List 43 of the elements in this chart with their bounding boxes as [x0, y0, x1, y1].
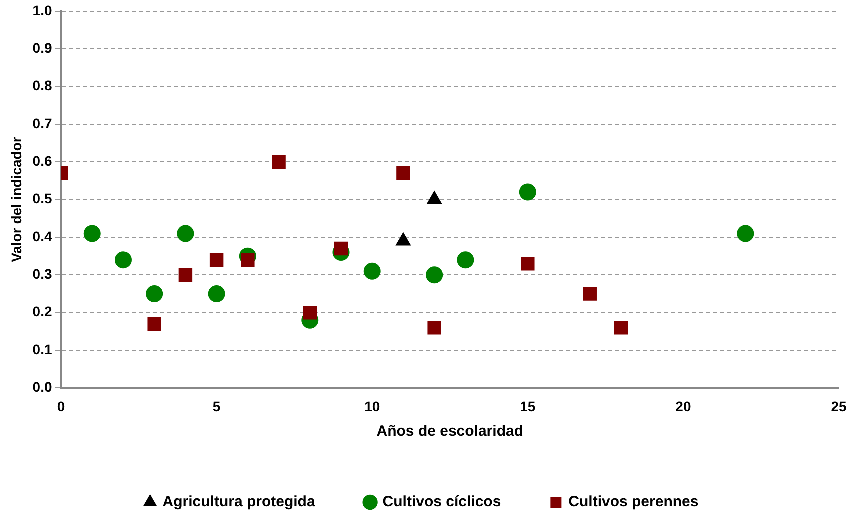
y-tick-label: 0.1	[32, 341, 52, 358]
y-tick-label: 0.5	[32, 190, 52, 207]
y-tick-label: 0.9	[32, 40, 52, 56]
x-tick-label: 15	[520, 398, 536, 414]
point	[210, 253, 224, 267]
y-tick-label: 1.0	[32, 2, 52, 18]
point	[303, 306, 317, 320]
point	[84, 225, 101, 242]
point	[737, 225, 754, 242]
point	[428, 321, 442, 335]
x-tick-label: 0	[57, 398, 66, 414]
x-tick-label: 10	[364, 398, 380, 414]
legend-label: Agricultura protegida	[162, 494, 316, 511]
x-tick-label: 20	[676, 398, 692, 414]
y-tick-label: 0.2	[32, 304, 52, 320]
y-tick-label: 0.8	[32, 78, 52, 94]
point	[364, 262, 381, 280]
y-tick-label: 0.7	[32, 115, 52, 132]
y-tick-label: 0.0	[32, 379, 52, 396]
y-axis-title: Valor del indicador	[8, 136, 24, 262]
point	[114, 252, 132, 269]
point	[272, 155, 286, 169]
point	[148, 317, 162, 332]
x-tick-label: 25	[831, 398, 847, 414]
point	[457, 252, 474, 269]
point	[208, 286, 226, 302]
legend-label: Cultivos cíclicos	[382, 494, 502, 511]
y-tick-label: 0.4	[32, 228, 52, 244]
point	[583, 287, 597, 301]
point	[521, 256, 535, 271]
point	[426, 266, 444, 284]
y-tick-label: 0.6	[32, 152, 52, 169]
point	[146, 286, 164, 302]
x-axis-title: Años de escolaridad	[376, 423, 524, 440]
point	[519, 184, 536, 201]
y-tick-label: 0.3	[32, 266, 52, 282]
x-tick-label: 5	[212, 398, 221, 414]
point	[177, 225, 194, 242]
point	[396, 166, 410, 180]
point	[334, 242, 348, 256]
point	[178, 268, 193, 282]
point	[614, 321, 628, 335]
legend-label: Cultivos perennes	[568, 494, 699, 511]
